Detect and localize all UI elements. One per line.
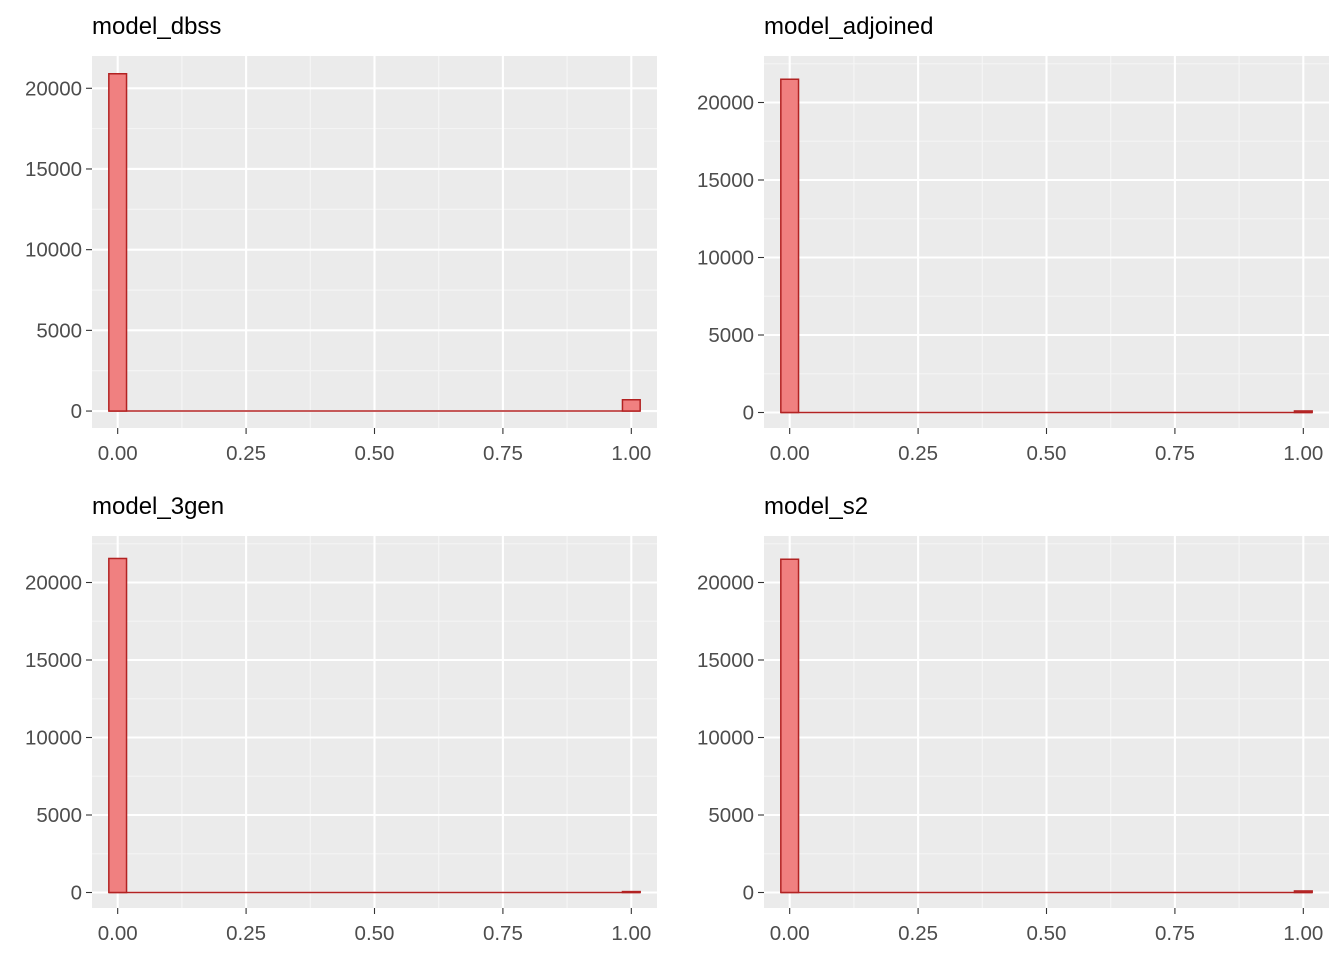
y-tick-label: 15000 <box>25 158 82 181</box>
y-tick-label: 0 <box>743 402 754 425</box>
y-tick-label: 20000 <box>25 572 82 595</box>
x-tick-label: 0.00 <box>98 442 138 465</box>
chart-title: model_3gen <box>92 493 224 520</box>
x-tick-label: 0.75 <box>483 442 523 465</box>
histogram-bar <box>1293 890 1313 894</box>
x-tick-label: 0.75 <box>1155 922 1195 945</box>
histogram-bar <box>780 78 800 414</box>
y-tick-label: 0 <box>743 882 754 905</box>
facet-panel-model-adjoined: model_adjoined 0 5000 10000 15000 20000 0.00 0… <box>672 0 1344 480</box>
y-tick-label: 0 <box>71 882 82 905</box>
x-tick-label: 0.25 <box>898 442 938 465</box>
y-tick-label: 10000 <box>697 727 754 750</box>
x-tick-label: 0.50 <box>1027 442 1067 465</box>
x-tick-label: 0.25 <box>226 442 266 465</box>
chart-dbss: model_dbss 0 5000 10000 15000 20000 0.00 0.25 0… <box>25 13 657 465</box>
y-tick-label: 15000 <box>697 169 754 192</box>
y-tick-label: 5000 <box>36 804 82 827</box>
chart-adjoined: model_adjoined 0 5000 10000 15000 20000 0.00 0… <box>697 13 1329 465</box>
x-tick-label: 1.00 <box>611 442 651 465</box>
histogram-bar <box>108 557 128 894</box>
facet-panel-model-s2: model_s2 0 5000 10000 15000 20000 0.00 0.25 0.5… <box>672 480 1344 960</box>
y-tick-label: 15000 <box>697 649 754 672</box>
x-tick-label: 0.25 <box>898 922 938 945</box>
x-tick-label: 1.00 <box>611 922 651 945</box>
x-tick-label: 0.00 <box>98 922 138 945</box>
y-tick-label: 15000 <box>25 649 82 672</box>
facet-panel-model-dbss: model_dbss 0 5000 10000 15000 20000 0.00 0.25 0… <box>0 0 672 480</box>
chart-s2: model_s2 0 5000 10000 15000 20000 0.00 0.25 0.5… <box>697 493 1329 945</box>
x-tick-label: 0.75 <box>483 922 523 945</box>
histogram-bar <box>621 399 641 412</box>
y-tick-label: 5000 <box>36 319 82 342</box>
x-tick-label: 0.25 <box>226 922 266 945</box>
y-tick-label: 10000 <box>25 727 82 750</box>
y-tick-label: 20000 <box>697 572 754 595</box>
y-tick-label: 0 <box>71 400 82 423</box>
histogram-bar <box>108 73 128 412</box>
x-tick-label: 0.50 <box>355 922 395 945</box>
y-tick-label: 20000 <box>697 92 754 115</box>
y-tick-label: 10000 <box>25 239 82 262</box>
y-tick-label: 20000 <box>25 77 82 100</box>
y-tick-label: 10000 <box>697 247 754 270</box>
x-tick-label: 0.00 <box>770 442 810 465</box>
x-tick-label: 0.00 <box>770 922 810 945</box>
histogram-bar <box>1293 410 1313 414</box>
x-tick-label: 0.75 <box>1155 442 1195 465</box>
histogram-bar <box>780 558 800 894</box>
facet-panel-model-3gen: model_3gen 0 5000 10000 15000 20000 0.00 0.25 0… <box>0 480 672 960</box>
x-tick-label: 0.50 <box>355 442 395 465</box>
chart-title: model_adjoined <box>764 13 933 40</box>
chart-3gen: model_3gen 0 5000 10000 15000 20000 0.00 0.25 0… <box>25 493 657 945</box>
chart-title: model_s2 <box>764 493 868 520</box>
y-tick-label: 5000 <box>708 804 754 827</box>
x-tick-label: 0.50 <box>1027 922 1067 945</box>
chart-title: model_dbss <box>92 13 221 40</box>
histogram-bar <box>621 890 641 894</box>
x-tick-label: 1.00 <box>1283 442 1323 465</box>
x-tick-label: 1.00 <box>1283 922 1323 945</box>
y-tick-label: 5000 <box>708 324 754 347</box>
